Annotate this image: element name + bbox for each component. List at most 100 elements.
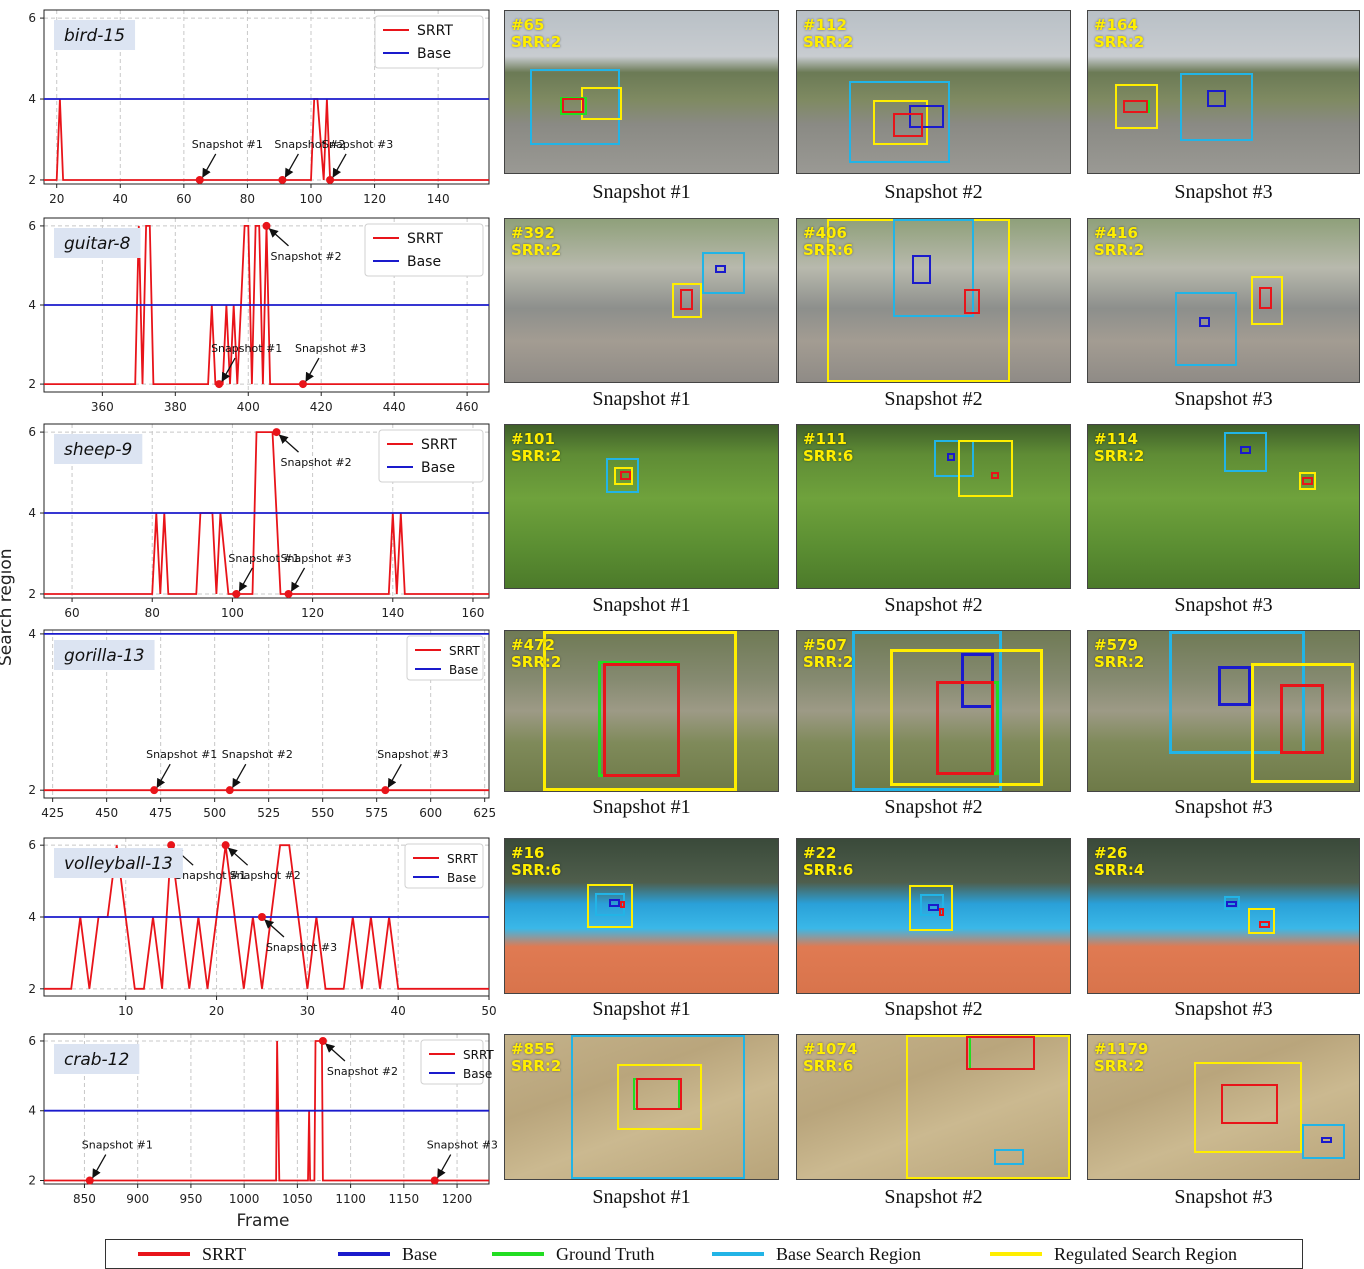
- legend-swatch: [338, 1251, 390, 1256]
- plot-title: guitar-8: [64, 234, 131, 254]
- plot-legend-label: Base: [447, 871, 476, 885]
- bbox-base: [960, 653, 994, 708]
- snapshot-label: Snapshot #3: [377, 748, 448, 761]
- snapshot-label: Snapshot #2: [327, 1065, 398, 1078]
- x-tick-label: 120: [301, 606, 324, 620]
- bbox-regulated: [543, 631, 738, 791]
- bbox-srrt: [1258, 920, 1270, 929]
- bbox-regulated: [908, 885, 953, 932]
- bbox-base-region: [1223, 895, 1240, 910]
- snapshot-arrow: [227, 847, 249, 866]
- snapshot-image: #416 SRR:2: [1087, 218, 1360, 383]
- plot-frame: [43, 423, 490, 599]
- plot-legend-label: SRRT: [447, 852, 478, 866]
- frame-number: #26: [1094, 844, 1128, 862]
- snapshot-image: #472 SRR:2: [504, 630, 779, 792]
- snapshot-image: #392 SRR:2: [504, 218, 779, 383]
- snapshot-arrow: [437, 1154, 452, 1179]
- y-tick-label: 2: [28, 783, 36, 797]
- snapshot-marker: [326, 175, 335, 184]
- snapshot-arrow: [221, 357, 236, 382]
- frame-number: #1179: [1094, 1040, 1149, 1058]
- frame-number: #111: [803, 430, 847, 448]
- x-tick-label: 380: [164, 400, 187, 414]
- snapshot-image: #855 SRR:2: [504, 1034, 779, 1180]
- snapshot-image: #1179 SRR:2: [1087, 1034, 1360, 1180]
- bbox-base-region: [993, 1148, 1024, 1165]
- srr-value: SRR:2: [803, 653, 854, 671]
- plot-legend-label: SRRT: [407, 231, 443, 247]
- x-tick-label: 80: [240, 192, 255, 206]
- snapshot-caption: Snapshot #2: [884, 796, 983, 818]
- x-tick-label: 450: [95, 806, 118, 820]
- x-tick-label: 420: [310, 400, 333, 414]
- snapshot-marker: [232, 589, 241, 598]
- snapshot-label: Snapshot #3: [266, 941, 337, 954]
- plot-legend-label: SRRT: [449, 644, 480, 658]
- frame-number: #579: [1094, 636, 1138, 654]
- snapshot-caption: Snapshot #3: [1174, 998, 1273, 1020]
- bbox-base-region: [1174, 292, 1238, 366]
- frame-number: #112: [803, 16, 847, 34]
- plot-legend-label: SRRT: [417, 23, 453, 39]
- bbox-base: [1321, 1137, 1332, 1143]
- x-tick-label: 525: [257, 806, 280, 820]
- bbox-regulated: [1250, 276, 1284, 325]
- legend-item: Ground Truth: [492, 1244, 655, 1266]
- plot-title: gorilla-13: [64, 646, 145, 666]
- x-tick-label: 500: [203, 806, 226, 820]
- frame-hud: #406 SRR:6: [803, 225, 853, 259]
- x-tick-label: 440: [383, 400, 406, 414]
- bbox-regulated: [889, 648, 1043, 787]
- snapshot-caption: Snapshot #1: [592, 181, 691, 203]
- snapshot-caption: Snapshot #3: [1174, 1186, 1273, 1208]
- frame-hud: #26 SRR:4: [1094, 845, 1144, 879]
- snapshot-marker: [221, 841, 230, 850]
- x-tick-label: 625: [473, 806, 496, 820]
- y-axis-label: Search region: [0, 548, 16, 666]
- y-tick-label: 6: [28, 1034, 36, 1048]
- srr-value: SRR:2: [511, 241, 562, 259]
- snapshot-label: Snapshot #1: [192, 138, 263, 151]
- snapshot-arrow: [264, 919, 285, 938]
- snapshot-image: #111 SRR:6: [796, 424, 1071, 589]
- snapshot-image: #114 SRR:2: [1087, 424, 1360, 589]
- snapshot-image: #164 SRR:2: [1087, 10, 1360, 174]
- y-axis-label-wrap: Search region: [0, 548, 32, 666]
- y-tick-label: 2: [28, 377, 36, 391]
- snapshot-caption: Snapshot #3: [1174, 181, 1273, 203]
- y-tick-label: 6: [28, 11, 36, 25]
- bbox-regulated: [671, 282, 702, 319]
- bbox-base: [911, 254, 931, 285]
- legend-label: Base: [402, 1244, 437, 1264]
- bbox-srrt: [562, 98, 585, 114]
- frame-number: #507: [803, 636, 847, 654]
- snapshot-image: #26 SRR:4: [1087, 838, 1360, 994]
- legend-swatch: [138, 1251, 190, 1256]
- bbox-srrt: [619, 470, 631, 481]
- bbox-base-region: [1223, 431, 1267, 473]
- x-tick-label: 30: [300, 1004, 315, 1018]
- frame-hud: #855 SRR:2: [511, 1041, 561, 1075]
- plot-title-box: [54, 1044, 140, 1074]
- plot-legend-label: SRRT: [463, 1048, 494, 1062]
- frame-number: #1074: [803, 1040, 858, 1058]
- legend-item: SRRT: [138, 1244, 246, 1266]
- srr-value: SRR:2: [511, 33, 562, 51]
- bbox-base: [1218, 666, 1251, 707]
- bbox-srrt: [892, 113, 923, 138]
- bbox-regulated: [1193, 1062, 1303, 1154]
- snapshot-marker: [272, 428, 281, 437]
- snapshot-image: #16 SRR:6: [504, 838, 779, 994]
- snapshot-marker: [215, 380, 224, 389]
- srr-value: SRR:2: [1094, 1057, 1145, 1075]
- snapshot-marker: [318, 1036, 327, 1045]
- legend-label: Regulated Search Region: [1054, 1244, 1237, 1264]
- frame-hud: #472 SRR:2: [511, 637, 561, 671]
- x-tick-label: 850: [73, 1192, 96, 1206]
- snapshot-caption: Snapshot #3: [1174, 388, 1273, 410]
- bbox-base: [947, 452, 956, 461]
- snapshot-label: Snapshot #2: [274, 138, 345, 151]
